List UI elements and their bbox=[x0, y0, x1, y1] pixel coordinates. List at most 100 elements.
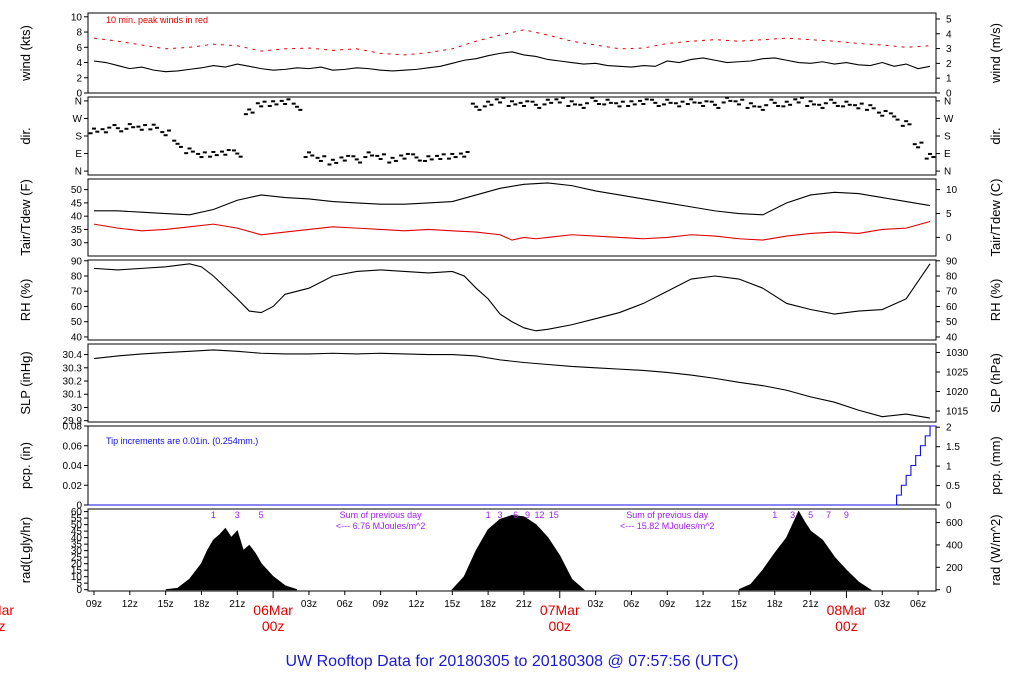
dir-point bbox=[649, 98, 654, 101]
dir-point bbox=[199, 156, 204, 159]
dir-point bbox=[318, 159, 323, 162]
dir-point bbox=[446, 157, 451, 160]
dir-point bbox=[924, 157, 929, 160]
ytick-label-wind: 8 bbox=[76, 28, 82, 39]
xtick-label: 15z bbox=[731, 599, 747, 610]
dir-point bbox=[155, 126, 160, 129]
dir-point bbox=[247, 108, 252, 111]
dir-point bbox=[506, 104, 511, 107]
dir-point bbox=[330, 158, 335, 161]
rad-hour-mark: 1 bbox=[211, 510, 216, 520]
dir-point bbox=[112, 124, 117, 127]
dir-point bbox=[267, 104, 272, 107]
ytick-label-wind: 10 bbox=[71, 12, 83, 23]
dir-point bbox=[291, 102, 296, 105]
xtick-label: 18z bbox=[767, 599, 783, 610]
ylabel-left-rad: rad(Lgly/hr) bbox=[18, 517, 33, 583]
dir-point bbox=[259, 105, 264, 108]
xtick-label: 12z bbox=[695, 599, 711, 610]
ylabel-right-pcp: pcp. (mm) bbox=[988, 436, 1003, 495]
dir-point bbox=[518, 101, 523, 104]
right-tick-label-pcp: 2 bbox=[946, 423, 952, 434]
right-tick-label-pcp: 0 bbox=[946, 501, 952, 512]
dir-point bbox=[841, 105, 846, 108]
dir-point bbox=[127, 123, 132, 126]
dir-point bbox=[295, 105, 300, 108]
ytick-label-pcp: 0.04 bbox=[63, 461, 83, 472]
dir-point bbox=[482, 105, 487, 108]
dir-point bbox=[250, 111, 255, 114]
dir-point bbox=[799, 96, 804, 99]
dir-point bbox=[477, 108, 482, 111]
dir-point bbox=[370, 154, 375, 157]
day-label-date: 07Mar bbox=[540, 602, 580, 618]
xtick-label: 21z bbox=[803, 599, 819, 610]
right-tick-label-wind: 2 bbox=[946, 59, 952, 70]
right-tick-label-rad: 0 bbox=[946, 585, 952, 596]
dir-point bbox=[760, 108, 765, 111]
right-tick-label-wind: 0 bbox=[946, 89, 952, 100]
dir-point bbox=[665, 98, 670, 101]
dir-point bbox=[823, 102, 828, 105]
dir-point bbox=[190, 150, 195, 153]
dir-point bbox=[581, 106, 586, 109]
rad-sum-line1: Sum of previous day bbox=[626, 510, 709, 520]
dir-point bbox=[196, 152, 201, 155]
dir-point bbox=[298, 108, 303, 111]
dir-point bbox=[704, 100, 709, 103]
dir-point bbox=[835, 104, 840, 107]
dir-point bbox=[530, 100, 535, 103]
right-tick-label-rh: 40 bbox=[946, 332, 958, 343]
dir-point bbox=[716, 106, 721, 109]
dir-point bbox=[220, 150, 225, 153]
dir-point bbox=[175, 142, 180, 145]
dir-point bbox=[876, 111, 881, 114]
dir-point bbox=[139, 128, 144, 131]
dir-point bbox=[919, 141, 924, 144]
xtick-label: 21z bbox=[516, 599, 532, 610]
dir-point bbox=[721, 101, 726, 104]
dir-point bbox=[271, 100, 276, 103]
dir-point bbox=[620, 100, 625, 103]
dir-point bbox=[453, 156, 458, 159]
ytick-label-rad: 10 bbox=[71, 572, 83, 583]
dir-point bbox=[614, 102, 619, 105]
dir-point bbox=[644, 98, 649, 101]
ytick-label-temp: 40 bbox=[71, 212, 83, 223]
dir-point bbox=[569, 100, 574, 103]
xtick-label: 06z bbox=[623, 599, 639, 610]
ytick-label-dir: N bbox=[75, 167, 82, 178]
ytick-label-slp: 30.4 bbox=[63, 350, 83, 361]
right-tick-label-rh: 80 bbox=[946, 272, 958, 283]
dir-point bbox=[784, 100, 789, 103]
dir-point bbox=[136, 125, 141, 128]
ylabel-left-wind: wind (kts) bbox=[18, 25, 33, 82]
right-tick-label-temp: 5 bbox=[946, 209, 952, 220]
dir-point bbox=[124, 127, 129, 130]
ytick-label-rad: 5 bbox=[76, 579, 82, 590]
dir-point bbox=[781, 105, 786, 108]
dir-point bbox=[573, 103, 578, 106]
dir-point bbox=[414, 156, 419, 159]
ytick-label-wind: 6 bbox=[76, 43, 82, 54]
dir-point bbox=[533, 103, 538, 106]
dir-point bbox=[593, 99, 598, 102]
ytick-label-slp: 30 bbox=[71, 403, 83, 414]
xtick-label: 03z bbox=[301, 599, 317, 610]
dir-point bbox=[131, 126, 136, 129]
right-tick-label-temp: 10 bbox=[946, 185, 958, 196]
tair-series bbox=[93, 182, 931, 216]
panel-frame-rh bbox=[87, 259, 937, 341]
dir-point bbox=[888, 112, 893, 115]
dir-point bbox=[315, 156, 320, 159]
dir-point bbox=[255, 102, 260, 105]
dir-point bbox=[928, 152, 933, 155]
dir-point bbox=[829, 98, 834, 101]
ytick-label-slp: 30.2 bbox=[63, 377, 83, 388]
dir-point bbox=[143, 124, 148, 127]
dir-point bbox=[184, 152, 189, 155]
dir-point bbox=[537, 106, 542, 109]
dir-point bbox=[494, 98, 499, 101]
dir-point bbox=[832, 101, 837, 104]
dir-point bbox=[697, 101, 702, 104]
